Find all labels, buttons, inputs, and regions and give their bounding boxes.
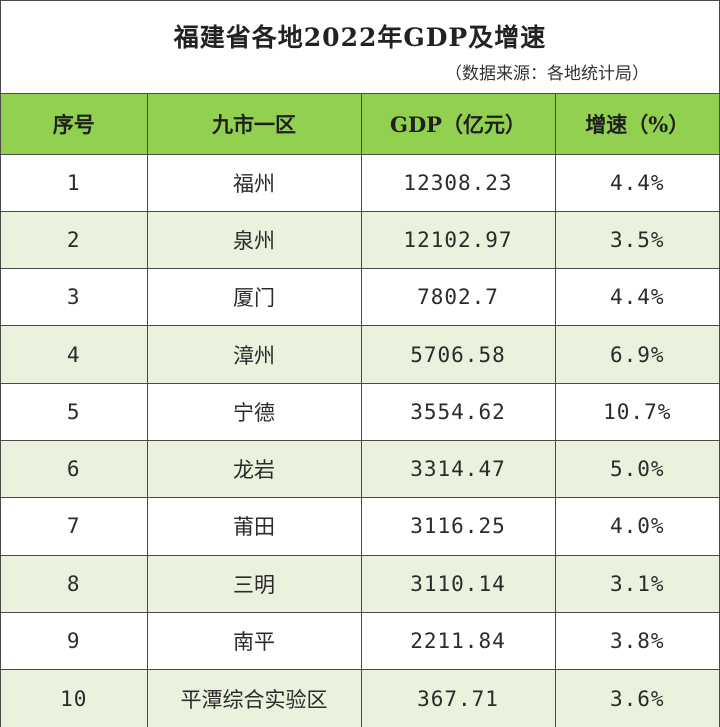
table-row: 4 漳州 5706.58 6.9% [1,325,719,384]
cell-index: 8 [1,554,148,613]
cell-growth: 3.6% [554,669,719,727]
header-growth: 增速（%） [554,94,719,155]
gdp-table: 序号 九市一区 GDP（亿元） 增速（%） 1 福州 12308.23 4.4%… [1,94,719,727]
cell-index: 7 [1,497,148,556]
table-title: 福建省各地2022年GDP及增速 [173,23,547,52]
header-index: 序号 [1,94,148,155]
table-row: 5 宁德 3554.62 10.7% [1,382,719,441]
title-block: 福建省各地2022年GDP及增速 （数据来源：各地统计局） [1,1,719,94]
cell-growth: 3.8% [554,611,719,671]
cell-index: 3 [1,268,148,327]
table-row: 1 福州 12308.23 4.4% [1,153,719,212]
cell-growth: 10.7% [554,382,719,441]
table-row: 6 龙岩 3314.47 5.0% [1,439,719,499]
header-gdp: GDP（亿元） [360,94,556,155]
cell-index: 2 [1,210,148,270]
table-row: 9 南平 2211.84 3.8% [1,611,719,671]
cell-growth: 5.0% [554,439,719,499]
header-row: 序号 九市一区 GDP（亿元） 增速（%） [1,94,719,155]
cell-region: 三明 [146,554,362,613]
cell-region: 南平 [146,611,362,671]
cell-gdp: 3116.25 [360,497,556,556]
cell-gdp: 12308.23 [360,153,556,212]
cell-gdp: 3110.14 [360,554,556,613]
header-region: 九市一区 [146,94,362,155]
cell-index: 9 [1,611,148,671]
data-source-note: （数据来源：各地统计局） [445,64,649,84]
cell-region: 厦门 [146,268,362,327]
cell-gdp: 7802.7 [360,268,556,327]
cell-index: 10 [1,669,148,727]
cell-gdp: 367.71 [360,669,556,727]
cell-region: 莆田 [146,497,362,556]
cell-gdp: 2211.84 [360,611,556,671]
table-row: 3 厦门 7802.7 4.4% [1,268,719,327]
cell-growth: 4.4% [554,153,719,212]
table-row: 2 泉州 12102.97 3.5% [1,210,719,270]
cell-region: 宁德 [146,382,362,441]
cell-index: 6 [1,439,148,499]
cell-gdp: 12102.97 [360,210,556,270]
cell-growth: 3.1% [554,554,719,613]
cell-region: 漳州 [146,325,362,384]
cell-growth: 3.5% [554,210,719,270]
cell-index: 4 [1,325,148,384]
table-row: 8 三明 3110.14 3.1% [1,554,719,613]
cell-region: 平潭综合实验区 [146,669,362,727]
cell-region: 泉州 [146,210,362,270]
cell-index: 5 [1,382,148,441]
cell-gdp: 3554.62 [360,382,556,441]
cell-region: 福州 [146,153,362,212]
cell-growth: 4.4% [554,268,719,327]
cell-gdp: 3314.47 [360,439,556,499]
cell-index: 1 [1,153,148,212]
cell-gdp: 5706.58 [360,325,556,384]
cell-growth: 6.9% [554,325,719,384]
table-row: 7 莆田 3116.25 4.0% [1,497,719,556]
cell-growth: 4.0% [554,497,719,556]
cell-region: 龙岩 [146,439,362,499]
table-row: 10 平潭综合实验区 367.71 3.6% [1,669,719,727]
